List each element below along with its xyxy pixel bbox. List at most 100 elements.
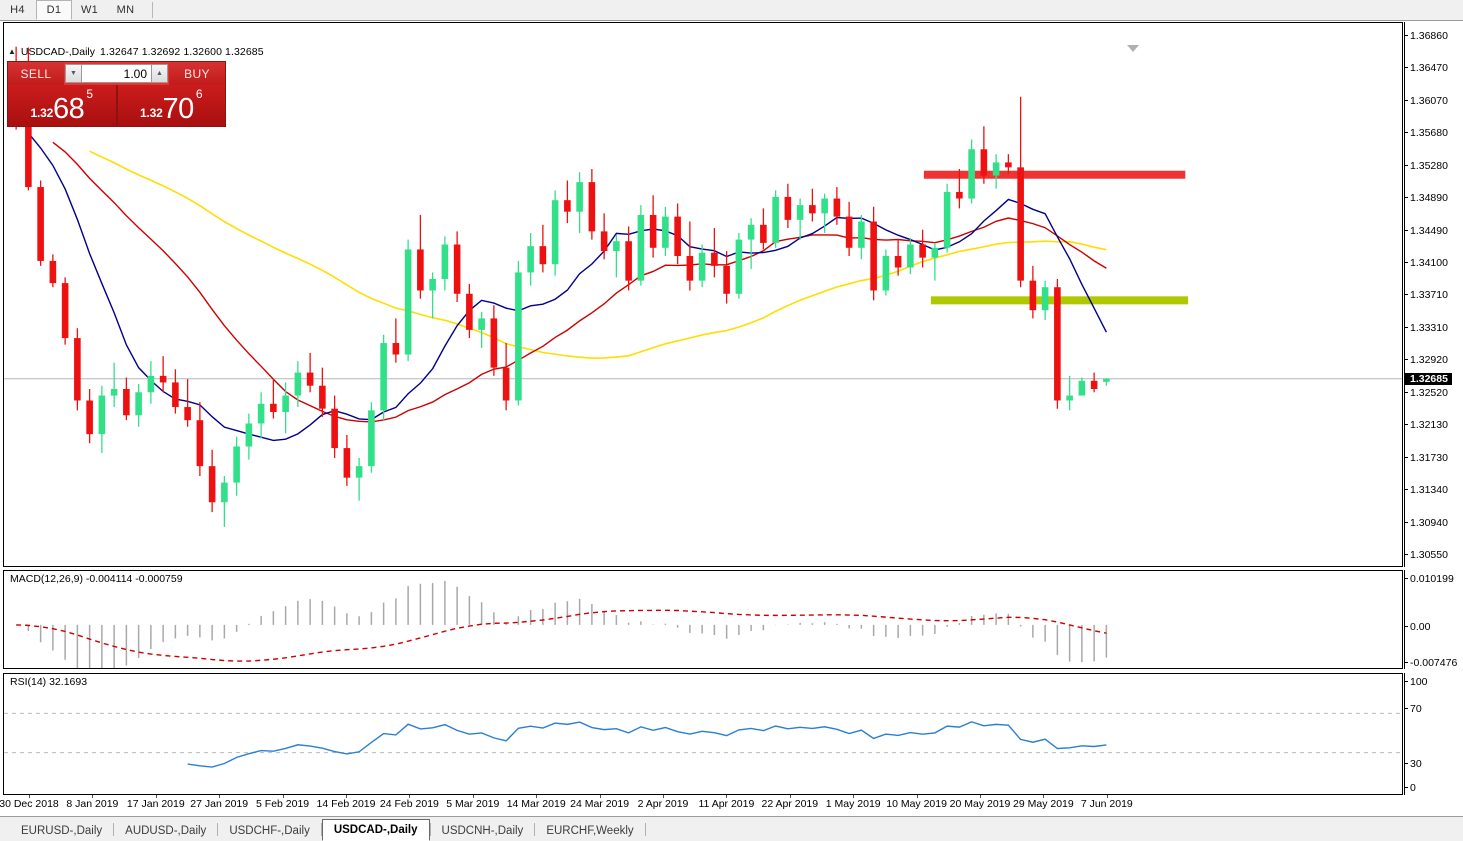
chart-tab-audusd-daily[interactable]: AUDUSD-,Daily <box>125 824 207 837</box>
chart-tab-usdcad-daily[interactable]: USDCAD-,Daily <box>321 819 430 841</box>
price-axis-tick: 1.31340 <box>1404 485 1448 495</box>
date-axis-tick <box>92 795 94 798</box>
chart-tab-eurchf-weekly[interactable]: EURCHF,Weekly <box>546 824 634 837</box>
candle-body <box>1103 378 1110 382</box>
volume-decrease-icon[interactable]: ▼ <box>65 64 82 83</box>
date-axis-tick <box>1043 795 1045 798</box>
collapse-triangle-icon[interactable]: ▲ <box>8 47 16 56</box>
candle-body <box>698 252 706 281</box>
oct-controls-row: SELL ▼ 1.00 ▲ BUY <box>8 62 225 85</box>
buy-button[interactable]: BUY <box>169 62 225 85</box>
timeframe-button-w1[interactable]: W1 <box>80 4 99 16</box>
date-axis-label: 29 May 2019 <box>1013 798 1074 810</box>
date-axis-label: 14 Feb 2019 <box>316 798 376 810</box>
price-axis[interactable]: 1.36860 1.36470 1.36070 1.35680 1.35280 1.348… <box>1404 22 1463 567</box>
chart-tab-bar: EURUSD-,Daily AUDUSD-,Daily USDCHF-,Daily U… <box>0 816 1463 841</box>
date-axis-label: 10 May 2019 <box>886 798 947 810</box>
chart-tab-usdchf-daily[interactable]: USDCHF-,Daily <box>229 824 310 837</box>
candle-body <box>49 260 57 284</box>
price-axis-tick: 1.32130 <box>1404 420 1448 430</box>
sell-price-box[interactable]: 1.32 68 5 <box>8 85 116 126</box>
timeframe-button-mn[interactable]: MN <box>116 4 135 16</box>
candle-body <box>784 196 792 220</box>
candle-body <box>845 216 853 248</box>
chart-scroll-marker-icon[interactable] <box>1127 45 1139 52</box>
candle-body <box>208 466 216 503</box>
candle-body <box>980 149 988 176</box>
rsi-panel[interactable]: RSI(14) 32.1693 <box>3 673 1403 795</box>
volume-increase-icon[interactable]: ▲ <box>151 64 168 83</box>
date-axis-label: 20 May 2019 <box>949 798 1011 810</box>
price-axis-tick: 1.32920 <box>1404 355 1448 365</box>
sell-price-fraction: 5 <box>86 87 93 101</box>
date-axis-tick <box>155 795 157 798</box>
price-axis-tick: 1.33710 <box>1404 290 1448 300</box>
sell-price-big: 68 <box>53 93 85 125</box>
date-axis-tick <box>1106 795 1108 798</box>
candle-body <box>858 221 865 248</box>
timeframe-button-d1[interactable]: D1 <box>36 0 72 20</box>
candle-body <box>74 338 81 401</box>
macd-axis-line <box>1404 570 1405 669</box>
tab-divider <box>429 822 431 836</box>
candle-body <box>441 244 449 279</box>
price-plot[interactable] <box>4 23 1402 566</box>
ma-mid-red-line <box>52 141 1107 423</box>
date-axis-tick <box>472 795 474 798</box>
candle-body <box>796 205 804 220</box>
candle-body <box>184 407 191 421</box>
buy-price-big: 70 <box>162 93 195 125</box>
date-axis-tick <box>282 795 284 798</box>
date-axis-tick <box>346 795 347 798</box>
candle-body <box>429 278 436 291</box>
chart-tab-eurusd-daily[interactable]: EURUSD-,Daily <box>21 824 103 837</box>
date-axis-tick <box>853 795 855 798</box>
candle-body <box>331 408 338 449</box>
candle-body <box>907 244 914 268</box>
rsi-axis-tick: 30 <box>1404 759 1422 769</box>
date-axis-label: 14 Mar 2019 <box>506 798 566 810</box>
price-axis-tick: 1.30550 <box>1404 550 1448 560</box>
chart-symbol-label: USDCAD-,Daily <box>20 46 96 58</box>
candle-body <box>404 249 412 355</box>
candle-body <box>943 191 951 248</box>
candle-body <box>686 256 694 281</box>
candle-body <box>355 466 363 478</box>
buy-price-box[interactable]: 1.32 70 6 <box>117 85 225 126</box>
chart-area[interactable]: MACD(12,26,9) -0.004114 -0.000759 RSI(14… <box>0 21 1463 816</box>
price-chart-panel[interactable] <box>3 22 1403 567</box>
candle-body <box>747 224 755 240</box>
date-axis-label: 1 May 2019 <box>825 798 881 810</box>
sell-button[interactable]: SELL <box>8 62 64 85</box>
date-axis-tick <box>916 795 918 798</box>
date-axis[interactable]: 30 Dec 2018 8 Jan 2019 17 Jan 2019 27 Jan 2… <box>0 795 1403 814</box>
volume-stepper[interactable]: ▼ 1.00 ▲ <box>64 62 169 85</box>
candle-body <box>772 196 779 243</box>
macd-svg <box>16 580 1108 668</box>
date-axis-label: 27 Jan 2019 <box>190 798 249 810</box>
candle-body <box>551 200 559 265</box>
price-axis-tick: 1.30940 <box>1404 518 1448 528</box>
rsi-axis-line <box>1404 673 1405 795</box>
oct-price-row: 1.32 68 5 1.32 70 6 <box>8 85 225 126</box>
rsi-axis-tick: 100 <box>1404 677 1428 687</box>
candle-body <box>564 200 571 212</box>
candle-body <box>711 252 718 266</box>
date-axis-label: 5 Mar 2019 <box>446 798 500 810</box>
price-axis-tick: 1.36860 <box>1404 31 1448 41</box>
macd-axis-tick: 0.00 <box>1404 622 1430 632</box>
candle-body <box>37 187 44 261</box>
macd-axis-tick: 0.010199 <box>1404 574 1454 584</box>
volume-input[interactable]: 1.00 <box>82 64 151 83</box>
macd-plot <box>4 571 1402 668</box>
chart-tab-usdcnh-daily[interactable]: USDCNH-,Daily <box>441 824 524 837</box>
one-click-trading-panel[interactable]: SELL ▼ 1.00 ▲ BUY 1.32 68 5 1.32 70 6 <box>7 61 226 127</box>
candlestick-svg <box>4 46 1402 527</box>
candle-body <box>613 241 620 252</box>
macd-panel[interactable]: MACD(12,26,9) -0.004114 -0.000759 <box>3 570 1403 669</box>
toolbar-divider <box>152 2 153 18</box>
date-axis-label: 11 Apr 2019 <box>698 798 755 810</box>
timeframe-button-h4[interactable]: H4 <box>10 4 25 16</box>
candle-body <box>1090 380 1098 389</box>
candle-body <box>282 395 289 412</box>
